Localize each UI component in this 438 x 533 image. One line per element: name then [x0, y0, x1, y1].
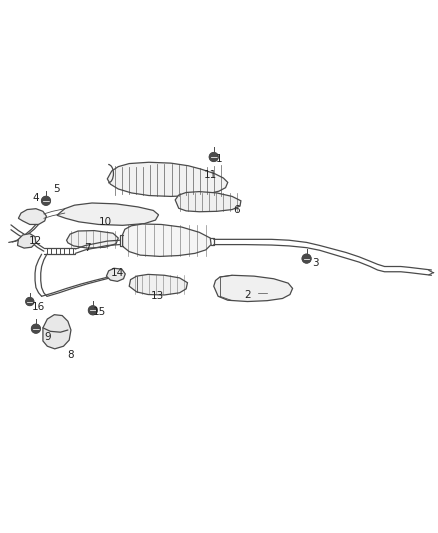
- Circle shape: [32, 324, 40, 333]
- Text: 2: 2: [244, 290, 251, 300]
- Text: 9: 9: [45, 333, 52, 343]
- Text: 1: 1: [215, 154, 223, 164]
- Text: 11: 11: [204, 171, 217, 180]
- Text: 12: 12: [29, 236, 42, 246]
- Polygon shape: [129, 274, 187, 295]
- Polygon shape: [18, 233, 36, 248]
- Text: 15: 15: [93, 308, 106, 318]
- Polygon shape: [18, 209, 46, 224]
- Text: 10: 10: [99, 217, 112, 227]
- Circle shape: [302, 254, 311, 263]
- Polygon shape: [123, 224, 211, 256]
- Polygon shape: [43, 314, 71, 349]
- Polygon shape: [106, 268, 125, 281]
- Polygon shape: [67, 231, 118, 248]
- Text: 7: 7: [84, 243, 91, 253]
- Polygon shape: [57, 203, 159, 225]
- Text: 4: 4: [32, 193, 39, 203]
- Polygon shape: [107, 162, 228, 197]
- Text: 8: 8: [67, 350, 74, 360]
- Text: 5: 5: [53, 183, 60, 193]
- Text: 6: 6: [233, 205, 240, 215]
- Circle shape: [88, 306, 97, 314]
- Circle shape: [42, 197, 50, 205]
- Text: 13: 13: [151, 291, 164, 301]
- Text: 14: 14: [111, 268, 124, 278]
- Text: 3: 3: [312, 258, 319, 268]
- Circle shape: [26, 297, 34, 305]
- Circle shape: [209, 152, 218, 161]
- Text: 16: 16: [32, 302, 45, 312]
- Polygon shape: [214, 275, 293, 302]
- Polygon shape: [175, 191, 241, 212]
